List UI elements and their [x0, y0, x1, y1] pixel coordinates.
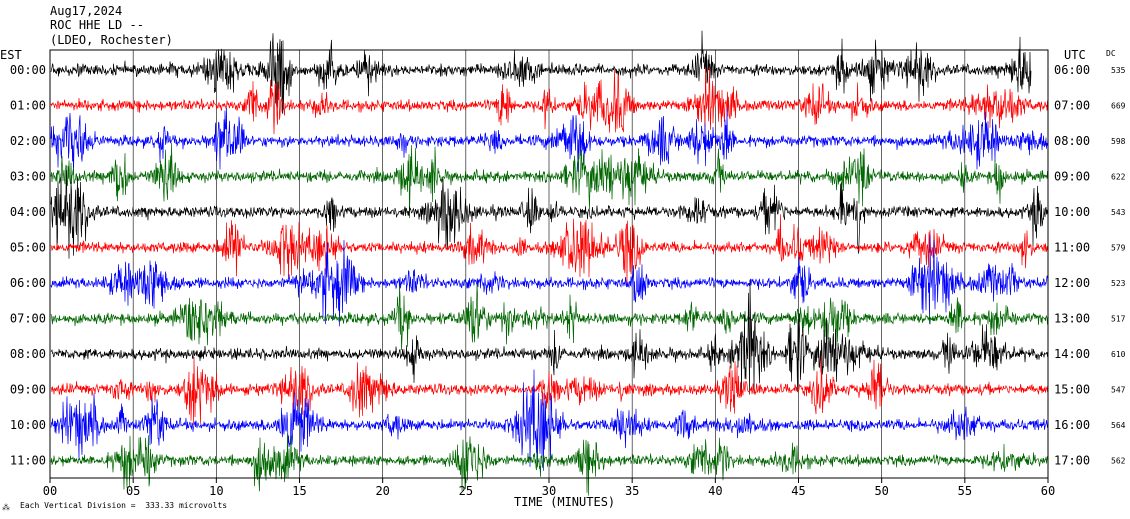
est-axis-title: EST: [0, 48, 22, 62]
trace-0500: [50, 214, 1049, 287]
utc-label-1100: 11:00: [1054, 241, 1090, 255]
date-title: Aug17,2024: [50, 4, 123, 18]
est-label-0100: 01:00: [10, 99, 46, 113]
x-tick-label-00: 00: [43, 484, 57, 498]
dc-value-0500: 579: [1111, 244, 1126, 253]
utc-label-0800: 08:00: [1054, 134, 1090, 148]
x-tick-label-05: 05: [126, 484, 140, 498]
utc-label-1200: 12:00: [1054, 276, 1090, 290]
location-title: (LDEO, Rochester): [50, 33, 173, 47]
x-tick-label-60: 60: [1041, 484, 1055, 498]
utc-axis-title: UTC: [1064, 48, 1086, 62]
est-label-0800: 08:00: [10, 347, 46, 361]
est-label-0300: 03:00: [10, 170, 46, 184]
dc-value-0200: 598: [1111, 137, 1126, 146]
dc-value-0900: 547: [1111, 386, 1126, 395]
dc-value-0700: 517: [1111, 315, 1126, 324]
dc-value-0600: 523: [1111, 279, 1126, 288]
est-label-0700: 07:00: [10, 312, 46, 326]
trace-0600: [50, 234, 1049, 327]
x-axis-label: TIME (MINUTES): [514, 495, 616, 509]
est-label-0600: 06:00: [10, 276, 46, 290]
utc-label-1500: 15:00: [1054, 383, 1090, 397]
dc-value-1100: 562: [1111, 457, 1126, 466]
trace-1000: [50, 369, 1049, 471]
utc-label-0700: 07:00: [1054, 99, 1090, 113]
est-label-0500: 05:00: [10, 241, 46, 255]
dc-value-0800: 610: [1111, 350, 1126, 359]
est-label-1100: 11:00: [10, 454, 46, 468]
trace-0200: [50, 107, 1049, 175]
x-axis-ticks: 00 05 10 15 20 25 30 35 40 45 50 55 60: [43, 478, 1055, 498]
x-tick-label-30: 30: [542, 484, 556, 498]
seismic-traces: [50, 30, 1049, 496]
trace-0900: [50, 355, 1049, 426]
x-tick-label-10: 10: [209, 484, 223, 498]
trace-0000: [50, 30, 1032, 114]
utc-label-0600: 06:00: [1054, 63, 1090, 77]
est-label-0200: 02:00: [10, 134, 46, 148]
utc-label-1700: 17:00: [1054, 454, 1090, 468]
row-labels: 00:00 06:00 535 01:00 07:00 669 02:00 08:00 598 0…: [10, 63, 1126, 468]
est-label-0000: 00:00: [10, 63, 46, 77]
trace-0800: [50, 280, 1049, 395]
dc-column-title: DC: [1106, 49, 1116, 58]
trace-0400: [50, 170, 1049, 259]
time-gridlines: [49, 50, 1049, 478]
trace-0100: [50, 66, 1049, 137]
est-label-0400: 04:00: [10, 205, 46, 219]
dc-value-0000: 535: [1111, 66, 1126, 75]
ruler-icon: ⁂: [2, 503, 10, 512]
dc-value-0300: 622: [1111, 173, 1126, 182]
x-tick-label-35: 35: [625, 484, 639, 498]
est-label-1000: 10:00: [10, 418, 46, 432]
utc-label-1000: 10:00: [1054, 205, 1090, 219]
dc-value-0100: 669: [1111, 102, 1126, 111]
station-title: ROC HHE LD --: [50, 18, 144, 32]
trace-0700: [50, 283, 1049, 351]
utc-label-1600: 16:00: [1054, 418, 1090, 432]
utc-label-1400: 14:00: [1054, 347, 1090, 361]
x-tick-label-20: 20: [375, 484, 389, 498]
x-tick-label-50: 50: [874, 484, 888, 498]
x-tick-label-45: 45: [791, 484, 805, 498]
x-tick-label-25: 25: [459, 484, 473, 498]
utc-label-0900: 09:00: [1054, 170, 1090, 184]
dc-value-0400: 543: [1111, 208, 1126, 217]
x-tick-label-55: 55: [958, 484, 972, 498]
trace-1100: [50, 433, 1049, 496]
scale-note: Each Vertical Division = 333.33 microvol…: [20, 501, 228, 510]
x-tick-label-40: 40: [708, 484, 722, 498]
dc-value-1000: 564: [1111, 421, 1126, 430]
utc-label-1300: 13:00: [1054, 312, 1090, 326]
trace-0300: [50, 142, 1049, 219]
est-label-0900: 09:00: [10, 383, 46, 397]
x-tick-label-15: 15: [292, 484, 306, 498]
